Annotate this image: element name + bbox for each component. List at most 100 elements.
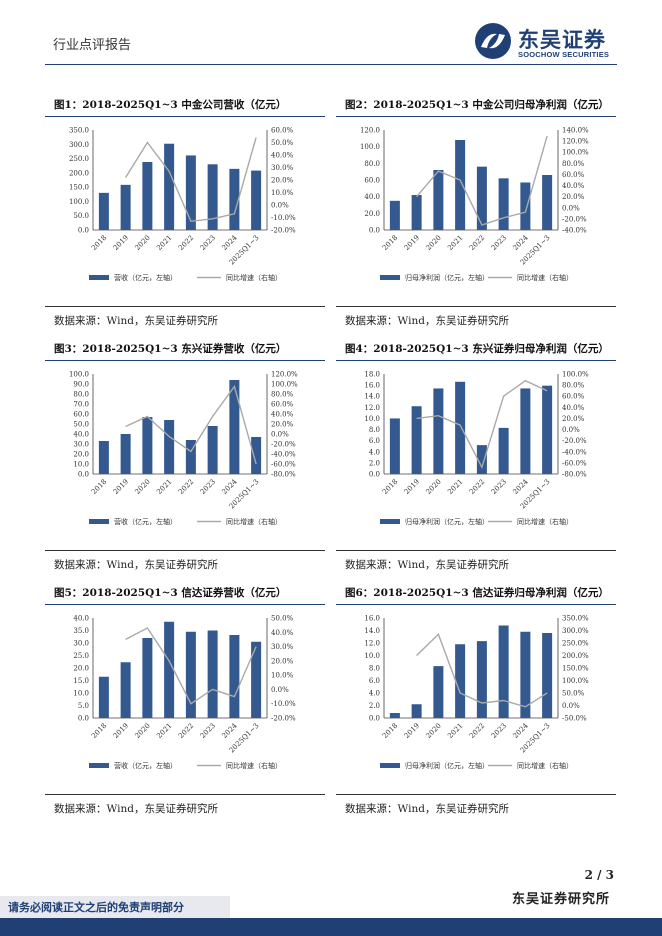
category-label: 2020 bbox=[134, 478, 152, 496]
bar bbox=[120, 662, 131, 718]
legend-line-label: 同比增速（右轴） bbox=[226, 273, 282, 282]
footer-institution: 东吴证券研究所 bbox=[511, 892, 610, 907]
category-label: 2021 bbox=[155, 234, 173, 252]
left-tick-label: 6.0 bbox=[369, 677, 380, 685]
category-label: 2019 bbox=[112, 478, 130, 496]
figure-5-panel: 图5：2018-2025Q1~3 信达证券营收（亿元） 40.0 35.0 30.0… bbox=[45, 586, 325, 818]
category-label: 2019 bbox=[403, 722, 421, 740]
left-tick-label: 14.0 bbox=[364, 393, 380, 401]
bar bbox=[120, 184, 131, 230]
left-tick-label: 18.0 bbox=[364, 371, 380, 379]
left-tick-label: 40.0 bbox=[364, 193, 380, 201]
category-label: 2024 bbox=[221, 477, 240, 496]
figure-3-panel: 图3：2018-2025Q1~3 东兴证券营收（亿元） 100.0 90.0 80.… bbox=[45, 342, 325, 574]
category-label: 2023 bbox=[490, 234, 508, 252]
left-tick-label: 30.0 bbox=[73, 640, 89, 648]
figure-source: 数据来源：Wind，东吴证券研究所 bbox=[45, 306, 325, 328]
growth-line bbox=[125, 384, 257, 465]
right-tick-label: 0.0% bbox=[562, 204, 580, 212]
right-tick-label: 40.0% bbox=[271, 411, 294, 419]
legend-bar-label: 归母净利润（亿元，左轴） bbox=[405, 273, 489, 282]
category-label: 2018 bbox=[381, 478, 399, 496]
left-tick-label: 20.0 bbox=[364, 210, 380, 218]
left-tick-label: 25.0 bbox=[73, 652, 89, 660]
growth-line bbox=[125, 137, 257, 223]
bar bbox=[251, 170, 262, 230]
left-tick-label: 80.0 bbox=[364, 160, 380, 168]
bar bbox=[455, 644, 466, 718]
bar bbox=[251, 437, 262, 474]
left-tick-label: 16.0 bbox=[364, 382, 380, 390]
right-tick-label: -50.0% bbox=[562, 715, 587, 723]
left-tick-label: 12.0 bbox=[364, 404, 380, 412]
category-label: 2022 bbox=[177, 234, 195, 252]
right-tick-label: 40.0% bbox=[562, 182, 585, 190]
figure-title: 图3：2018-2025Q1~3 东兴证券营收（亿元） bbox=[45, 342, 325, 361]
bar bbox=[498, 178, 509, 230]
bar bbox=[207, 426, 218, 474]
right-tick-label: 120.0% bbox=[562, 138, 589, 146]
bar bbox=[476, 445, 487, 474]
category-label: 2023 bbox=[199, 722, 217, 740]
left-tick-label: 40.0 bbox=[73, 431, 89, 439]
bar bbox=[142, 638, 153, 718]
page-number: 2 / 3 bbox=[584, 868, 614, 882]
combo-chart: 350.0 300.0 250.0 200.0 150.0 100.0 50.0 0.0 60.… bbox=[69, 127, 296, 283]
figure-title: 图1：2018-2025Q1~3 中金公司营收（亿元） bbox=[45, 98, 325, 117]
figure-6-panel: 图6：2018-2025Q1~3 信达证券归母净利润（亿元） 16.0 14.0 1… bbox=[336, 586, 616, 818]
bar bbox=[520, 182, 531, 230]
right-tick-label: -10.0% bbox=[271, 214, 296, 222]
left-tick-label: 0.0 bbox=[369, 471, 380, 479]
left-tick-label: 10.0 bbox=[73, 690, 89, 698]
right-tick-label: 100.0% bbox=[562, 371, 589, 379]
right-tick-label: 0.0% bbox=[271, 202, 289, 210]
bar bbox=[251, 641, 262, 718]
bar bbox=[542, 175, 553, 230]
right-tick-label: 20.0% bbox=[271, 177, 294, 185]
category-label: 2021 bbox=[155, 722, 173, 740]
category-label: 2022 bbox=[468, 234, 486, 252]
soochow-logo-icon bbox=[475, 23, 511, 59]
right-tick-label: 40.0% bbox=[562, 404, 585, 412]
left-tick-label: 60.0 bbox=[364, 177, 380, 185]
right-tick-label: -20.0% bbox=[562, 215, 587, 223]
right-tick-label: 20.0% bbox=[562, 415, 585, 423]
left-tick-label: 10.0 bbox=[364, 652, 380, 660]
bar bbox=[433, 170, 444, 230]
legend-bar-swatch bbox=[89, 763, 109, 768]
left-tick-label: 20.0 bbox=[73, 665, 89, 673]
legend-line-label: 同比增速（右轴） bbox=[517, 517, 573, 526]
bar bbox=[433, 666, 444, 718]
bar bbox=[476, 166, 487, 230]
right-tick-label: 60.0% bbox=[271, 401, 294, 409]
right-tick-label: 100.0% bbox=[562, 677, 589, 685]
bar bbox=[120, 434, 131, 474]
figure-source: 数据来源：Wind，东吴证券研究所 bbox=[45, 550, 325, 572]
bar bbox=[476, 641, 487, 718]
combo-chart: 120.0 100.0 80.0 60.0 40.0 20.0 0.0 140.0% 120.0… bbox=[360, 127, 589, 283]
right-tick-label: -20.0% bbox=[271, 227, 296, 235]
combo-chart: 18.0 16.0 14.0 12.0 10.0 8.0 6.0 4.0 2.0 0.0 100.0… bbox=[364, 371, 589, 527]
category-label: 2020 bbox=[425, 478, 443, 496]
category-label: 2018 bbox=[381, 234, 399, 252]
figure-title: 图6：2018-2025Q1~3 信达证券归母净利润（亿元） bbox=[336, 586, 616, 605]
right-tick-label: -10.0% bbox=[271, 700, 296, 708]
right-tick-label: -80.0% bbox=[271, 471, 296, 479]
left-tick-label: 12.0 bbox=[364, 640, 380, 648]
right-tick-label: 10.0% bbox=[271, 189, 294, 197]
category-label: 2021 bbox=[446, 234, 464, 252]
left-tick-label: 16.0 bbox=[364, 615, 380, 623]
category-label: 2019 bbox=[112, 722, 130, 740]
category-label: 2018 bbox=[381, 722, 399, 740]
figure-source: 数据来源：Wind，东吴证券研究所 bbox=[45, 794, 325, 816]
right-tick-label: 10.0% bbox=[271, 672, 294, 680]
combo-chart: 100.0 90.0 80.0 70.0 60.0 50.0 40.0 30.0 20.0 10.… bbox=[69, 371, 298, 527]
bar bbox=[164, 420, 175, 474]
legend-bar-label: 营收（亿元，左轴） bbox=[114, 273, 177, 282]
category-label: 2021 bbox=[446, 722, 464, 740]
right-tick-label: 100.0% bbox=[562, 149, 589, 157]
right-tick-label: 40.0% bbox=[271, 629, 294, 637]
right-tick-label: 120.0% bbox=[271, 371, 298, 379]
figure-source: 数据来源：Wind，东吴证券研究所 bbox=[336, 550, 616, 572]
figure-4-panel: 图4：2018-2025Q1~3 东兴证券归母净利润（亿元） 18.0 16.0 1… bbox=[336, 342, 616, 574]
